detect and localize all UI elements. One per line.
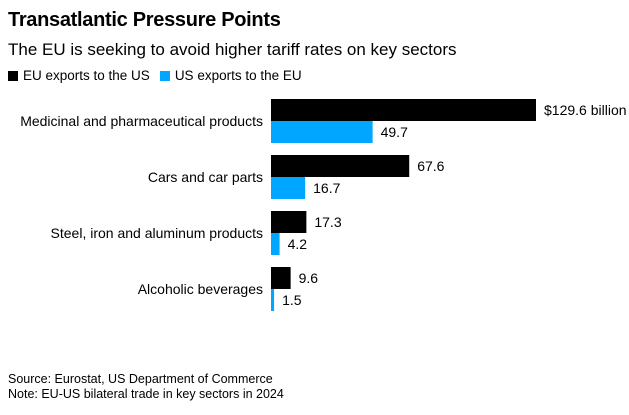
value-label: 1.5 xyxy=(282,292,302,308)
category-label: Steel, iron and aluminum products xyxy=(51,225,263,241)
bar-us-exports xyxy=(271,289,275,311)
chart-title: Transatlantic Pressure Points xyxy=(8,9,281,31)
bar-eu-exports xyxy=(271,155,410,177)
bar-eu-exports xyxy=(271,99,536,121)
legend-swatch-us xyxy=(159,70,170,81)
bar-us-exports xyxy=(271,233,280,255)
bar-us-exports xyxy=(271,177,306,199)
bar-us-exports xyxy=(271,121,373,143)
category-label: Medicinal and pharmaceutical products xyxy=(20,113,263,129)
legend-item-eu: EU exports to the US xyxy=(8,68,150,83)
footer: Source: Eurostat, US Department of Comme… xyxy=(8,372,284,402)
value-label: 17.3 xyxy=(314,214,341,230)
legend: EU exports to the US US exports to the E… xyxy=(8,68,312,83)
legend-label-eu: EU exports to the US xyxy=(23,68,150,83)
note-text: Note: EU-US bilateral trade in key secto… xyxy=(8,387,284,401)
legend-swatch-eu xyxy=(8,70,18,81)
bar-eu-exports xyxy=(271,211,307,233)
legend-item-us: US exports to the EU xyxy=(159,68,302,83)
value-label: $129.6 billion xyxy=(544,102,627,118)
source-text: Source: Eurostat, US Department of Comme… xyxy=(8,372,273,386)
category-label: Alcoholic beverages xyxy=(138,281,263,297)
category-label: Cars and car parts xyxy=(148,169,263,185)
value-label: 16.7 xyxy=(313,180,340,196)
value-label: 4.2 xyxy=(288,236,308,252)
value-label: 49.7 xyxy=(381,124,408,140)
value-label: 67.6 xyxy=(417,158,444,174)
chart-subtitle: The EU is seeking to avoid higher tariff… xyxy=(8,40,457,59)
value-label: 9.6 xyxy=(299,270,319,286)
bar-eu-exports xyxy=(271,267,291,289)
legend-label-us: US exports to the EU xyxy=(174,68,302,83)
